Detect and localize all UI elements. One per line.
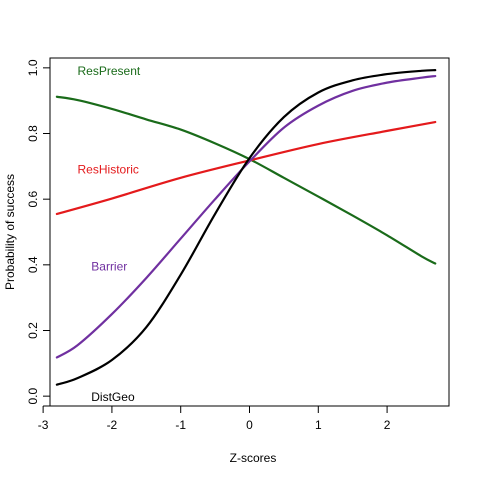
x-tick-label: -1 [175, 418, 186, 432]
series-label-reshistoric: ResHistoric [78, 163, 139, 177]
y-tick-label: 0.8 [26, 125, 40, 142]
y-tick-label: 0.6 [26, 191, 40, 208]
y-tick-label: 0.4 [26, 256, 40, 273]
y-tick-label: 0.0 [26, 387, 40, 404]
annotation-layer: ResPresent ResHistoric Barrier DistGeo [78, 64, 141, 404]
y-tick-label: 0.2 [26, 322, 40, 339]
series-line-barrier [55, 74, 437, 359]
series-line-distgeo [55, 69, 437, 386]
x-axis: -3 -2 -1 0 1 2 [38, 405, 391, 432]
x-axis-title: Z-scores [230, 451, 277, 465]
series-label-barrier: Barrier [91, 259, 127, 273]
series-layer [55, 69, 437, 386]
series-label-distgeo: DistGeo [91, 390, 135, 404]
y-axis-title: Probability of success [3, 174, 17, 290]
x-tick-label: -3 [38, 418, 49, 432]
y-axis: 0.0 0.2 0.4 0.6 0.8 1.0 [26, 59, 51, 404]
x-tick-label: 0 [246, 418, 253, 432]
x-tick-label: 2 [384, 418, 391, 432]
x-tick-label: -2 [107, 418, 118, 432]
y-tick-label: 1.0 [26, 59, 40, 76]
series-label-respresent: ResPresent [78, 64, 141, 78]
x-tick-label: 1 [315, 418, 322, 432]
